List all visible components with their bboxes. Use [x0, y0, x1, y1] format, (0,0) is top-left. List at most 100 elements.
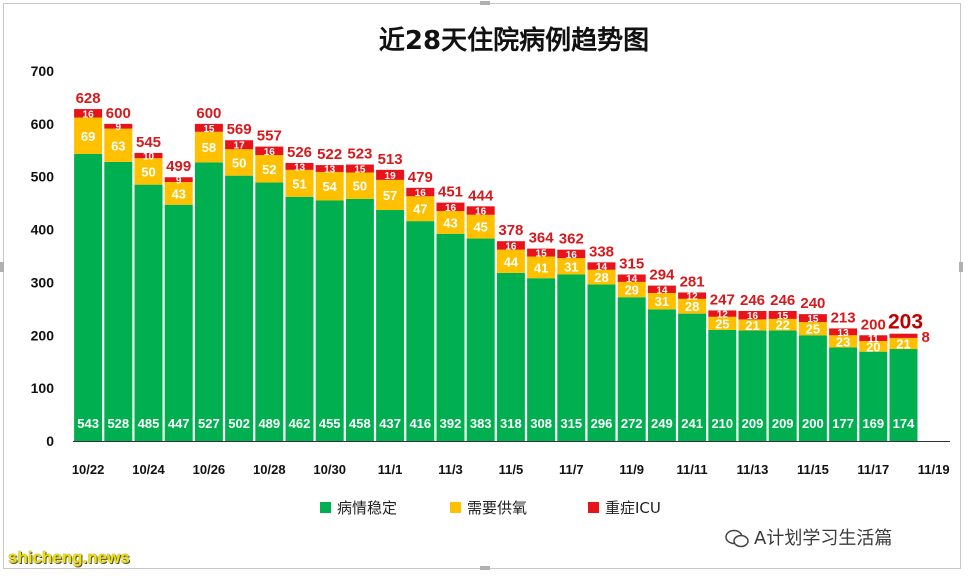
bar-segment-stable — [194, 162, 223, 441]
data-label-icu: 8 — [922, 329, 930, 346]
data-label-oxygen: 28 — [594, 270, 608, 285]
x-tick-label: 11/1 — [378, 462, 403, 477]
bar-segment-stable — [557, 274, 586, 441]
data-label-stable: 249 — [651, 416, 673, 431]
bar-segment-oxygen — [285, 169, 314, 197]
y-tick-label: 700 — [31, 63, 55, 79]
data-label-oxygen: 69 — [81, 129, 95, 144]
resize-handle-left[interactable] — [0, 262, 4, 272]
legend-swatch — [450, 502, 461, 513]
data-label-icu: 14 — [596, 262, 608, 273]
bar-segment-oxygen — [557, 258, 586, 275]
bar-segment-oxygen — [376, 179, 405, 211]
y-tick-label: 300 — [31, 274, 55, 290]
bar-segment-stable — [496, 272, 525, 441]
total-label: 523 — [347, 146, 372, 163]
data-label-icu: 13 — [838, 328, 850, 339]
total-label: 499 — [166, 158, 191, 175]
bar-segment-oxygen — [406, 196, 435, 222]
total-label: 522 — [317, 146, 342, 163]
bars: 5436916628528639600485501054544743949952… — [74, 90, 930, 441]
total-label: 600 — [196, 105, 221, 122]
data-label-oxygen: 29 — [624, 283, 638, 298]
total-label: 294 — [649, 267, 675, 284]
data-label-stable: 462 — [289, 416, 311, 431]
data-label-oxygen: 43 — [171, 186, 185, 201]
bar-segment-stable — [829, 347, 858, 441]
bar-segment-icu — [225, 140, 254, 150]
data-label-stable: 318 — [500, 416, 522, 431]
data-label-stable: 174 — [893, 416, 915, 431]
resize-handle-bottom[interactable] — [480, 566, 490, 570]
bar-segment-oxygen — [255, 155, 284, 183]
data-label-stable: 209 — [772, 416, 794, 431]
data-label-oxygen: 25 — [806, 322, 820, 337]
bar-segment-stable — [315, 200, 344, 441]
x-tick-label: 10/24 — [132, 462, 165, 477]
bar-segment-icu — [527, 248, 556, 257]
bar-segment-oxygen — [889, 337, 918, 350]
chart-title: 近28天住院病例趋势图 — [379, 25, 649, 56]
data-label-stable: 308 — [530, 416, 552, 431]
data-label-icu: 11 — [868, 334, 879, 345]
x-tick-label: 10/22 — [72, 462, 105, 477]
data-label-icu: 17 — [234, 141, 246, 152]
total-label: 600 — [106, 105, 131, 122]
bar-segment-icu — [255, 146, 284, 156]
bar-segment-oxygen — [678, 298, 707, 314]
bar-segment-stable — [768, 330, 797, 441]
data-label-stable: 315 — [560, 416, 582, 431]
watermark-text: A计划学习生活篇 — [754, 528, 893, 549]
bar-segment-oxygen — [617, 281, 646, 298]
data-label-stable: 392 — [440, 416, 462, 431]
data-label-stable: 272 — [621, 416, 643, 431]
bar-segment-stable — [859, 351, 888, 441]
bar-segment-icu — [496, 241, 525, 250]
total-label: 362 — [559, 231, 584, 248]
x-tick-label: 10/30 — [313, 462, 346, 477]
data-label-icu: 15 — [536, 249, 548, 260]
total-label: 479 — [408, 169, 433, 186]
y-tick-label: 400 — [31, 222, 55, 238]
data-label-oxygen: 44 — [504, 254, 519, 269]
x-tick-label: 10/28 — [253, 462, 286, 477]
bar-segment-oxygen — [587, 269, 616, 285]
bar-segment-oxygen — [738, 319, 767, 331]
x-tick-label: 11/17 — [857, 462, 889, 477]
data-label-icu: 12 — [687, 292, 699, 303]
bar-segment-stable — [406, 221, 435, 441]
bar-segment-icu — [617, 274, 646, 282]
data-label-oxygen: 58 — [202, 140, 216, 155]
data-label-oxygen: 25 — [715, 316, 729, 331]
resize-handle-top[interactable] — [480, 1, 490, 5]
data-label-icu: 16 — [747, 311, 759, 322]
data-label-stable: 528 — [107, 416, 129, 431]
legend-label: 需要供氧 — [467, 499, 527, 517]
data-label-oxygen: 21 — [745, 318, 759, 333]
data-label-icu: 16 — [445, 203, 457, 214]
bar-segment-stable — [255, 182, 284, 441]
data-label-icu: 16 — [475, 207, 487, 218]
data-label-oxygen: 50 — [232, 155, 246, 170]
x-tick-label: 11/11 — [677, 462, 708, 477]
total-label: 557 — [257, 128, 282, 145]
total-label: 628 — [76, 90, 101, 107]
bar-segment-stable — [104, 161, 133, 441]
x-tick-label: 11/5 — [499, 462, 524, 477]
data-label-stable: 209 — [742, 416, 764, 431]
total-label: 338 — [589, 243, 614, 260]
bar-segment-oxygen — [134, 158, 163, 185]
bar-segment-oxygen — [466, 214, 495, 239]
data-label-oxygen: 50 — [353, 179, 367, 194]
data-label-icu: 10 — [143, 152, 155, 163]
legend: 病情稳定 需要供氧 重症ICU — [320, 499, 661, 517]
total-label: 213 — [831, 309, 856, 326]
total-label: 513 — [378, 151, 403, 168]
bar-segment-icu — [315, 165, 344, 172]
data-label-stable: 502 — [228, 416, 250, 431]
y-axis: 0 100 200 300 400 500 600 700 — [31, 63, 55, 449]
data-label-icu: 12 — [717, 310, 729, 321]
resize-handle-right[interactable] — [959, 262, 963, 272]
bar-segment-icu — [708, 310, 737, 317]
